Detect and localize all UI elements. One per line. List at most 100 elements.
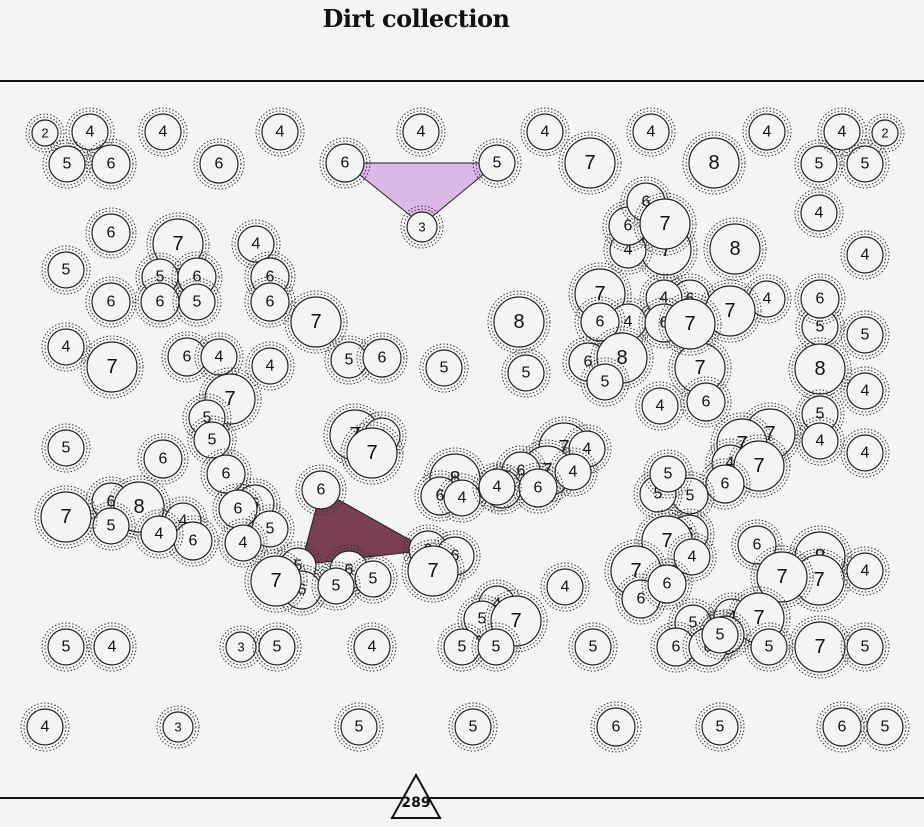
nut-body[interactable]: [493, 296, 545, 348]
nut-piece[interactable]: 6: [85, 276, 137, 328]
nut-piece[interactable]: 6: [356, 332, 408, 384]
nut-body[interactable]: [632, 113, 670, 151]
nut-piece[interactable]: 4: [635, 381, 685, 431]
nut-body[interactable]: [346, 427, 398, 479]
nut-piece[interactable]: 4: [255, 107, 305, 157]
nut-body[interactable]: [846, 145, 884, 183]
nut-body[interactable]: [673, 538, 711, 576]
nut-piece[interactable]: 8: [703, 217, 767, 281]
nut-body[interactable]: [871, 119, 899, 147]
nut-piece[interactable]: 4: [795, 416, 845, 466]
nut-body[interactable]: [250, 555, 302, 607]
nut-body[interactable]: [92, 507, 130, 545]
nut-piece[interactable]: 8: [487, 290, 551, 354]
nut-piece[interactable]: 6: [794, 273, 846, 325]
nut-piece[interactable]: 4: [840, 230, 890, 280]
nut-body[interactable]: [518, 468, 558, 508]
nut-piece[interactable]: 4: [231, 219, 281, 269]
nut-piece[interactable]: 5: [501, 348, 551, 398]
nut-piece[interactable]: 5: [334, 702, 384, 752]
nut-body[interactable]: [317, 567, 355, 605]
nut-body[interactable]: [443, 479, 481, 517]
nut-body[interactable]: [794, 621, 846, 673]
nut-piece[interactable]: 5: [643, 449, 693, 499]
nut-piece[interactable]: 4: [65, 107, 115, 157]
nut-piece[interactable]: 6: [699, 458, 751, 510]
nut-body[interactable]: [47, 328, 85, 366]
nut-piece[interactable]: 5: [840, 310, 890, 360]
nut-piece[interactable]: 5: [568, 622, 618, 672]
nut-piece[interactable]: 8: [788, 337, 852, 401]
nut-body[interactable]: [688, 137, 740, 189]
nut-body[interactable]: [301, 470, 341, 510]
nut-body[interactable]: [649, 455, 687, 493]
nut-body[interactable]: [224, 524, 262, 562]
nut-piece[interactable]: 2: [25, 113, 65, 153]
nut-piece[interactable]: 6: [200, 448, 252, 500]
nut-piece[interactable]: 7: [401, 539, 465, 603]
nut-body[interactable]: [325, 143, 365, 183]
nut-piece[interactable]: 5: [41, 622, 91, 672]
nut-body[interactable]: [546, 568, 584, 606]
nut-body[interactable]: [507, 354, 545, 392]
nut-piece[interactable]: 6: [590, 701, 642, 753]
nut-piece[interactable]: 5: [86, 501, 136, 551]
nut-piece[interactable]: 6: [137, 433, 189, 485]
nut-piece[interactable]: 4: [667, 532, 717, 582]
nut-piece[interactable]: 6: [574, 296, 626, 348]
nut-body[interactable]: [701, 708, 739, 746]
nut-body[interactable]: [237, 225, 275, 263]
nut-body[interactable]: [206, 454, 246, 494]
nut-body[interactable]: [47, 251, 85, 289]
nut-body[interactable]: [801, 422, 839, 460]
nut-piece[interactable]: 6: [295, 464, 347, 516]
nut-body[interactable]: [664, 298, 716, 350]
nut-body[interactable]: [140, 515, 178, 553]
nut-body[interactable]: [290, 296, 342, 348]
nut-piece[interactable]: 4: [520, 107, 570, 157]
nut-body[interactable]: [846, 316, 884, 354]
nut-piece[interactable]: 5: [311, 561, 361, 611]
nut-piece[interactable]: 5: [695, 610, 745, 660]
nut-body[interactable]: [866, 708, 904, 746]
nut-piece[interactable]: 7: [80, 335, 144, 399]
nut-piece[interactable]: 5: [794, 139, 844, 189]
nut-piece[interactable]: 6: [641, 558, 693, 610]
nut-body[interactable]: [354, 560, 392, 598]
nut-piece[interactable]: 5: [860, 702, 910, 752]
nut-piece[interactable]: 4: [472, 462, 522, 512]
nut-body[interactable]: [596, 707, 636, 747]
nut-body[interactable]: [800, 279, 840, 319]
nut-body[interactable]: [846, 552, 884, 590]
nut-piece[interactable]: 6: [244, 276, 296, 328]
nut-body[interactable]: [47, 429, 85, 467]
nut-piece[interactable]: 4: [437, 473, 487, 523]
nut-body[interactable]: [144, 113, 182, 151]
nut-body[interactable]: [641, 387, 679, 425]
nut-body[interactable]: [143, 439, 183, 479]
nut-piece[interactable]: 4: [20, 702, 70, 752]
nut-body[interactable]: [586, 363, 624, 401]
nut-body[interactable]: [748, 113, 786, 151]
nut-piece[interactable]: 7: [558, 131, 622, 195]
nut-piece[interactable]: 6: [680, 376, 732, 428]
nut-piece[interactable]: 4: [540, 562, 590, 612]
nut-piece[interactable]: 6: [816, 701, 868, 753]
nut-piece[interactable]: 6: [85, 207, 137, 259]
nut-piece[interactable]: 4: [134, 509, 184, 559]
nut-piece[interactable]: 6: [134, 276, 186, 328]
nut-body[interactable]: [91, 282, 131, 322]
nut-piece[interactable]: 6: [512, 462, 564, 514]
nut-piece[interactable]: 5: [472, 138, 522, 188]
nut-body[interactable]: [200, 338, 238, 376]
nut-piece[interactable]: 5: [348, 554, 398, 604]
nut-body[interactable]: [407, 545, 459, 597]
nut-body[interactable]: [152, 218, 204, 270]
nut-body[interactable]: [225, 631, 257, 663]
nut-piece[interactable]: 5: [580, 357, 630, 407]
nut-piece[interactable]: 5: [41, 245, 91, 295]
nut-piece[interactable]: 5: [744, 622, 794, 672]
nut-piece[interactable]: 4: [840, 366, 890, 416]
